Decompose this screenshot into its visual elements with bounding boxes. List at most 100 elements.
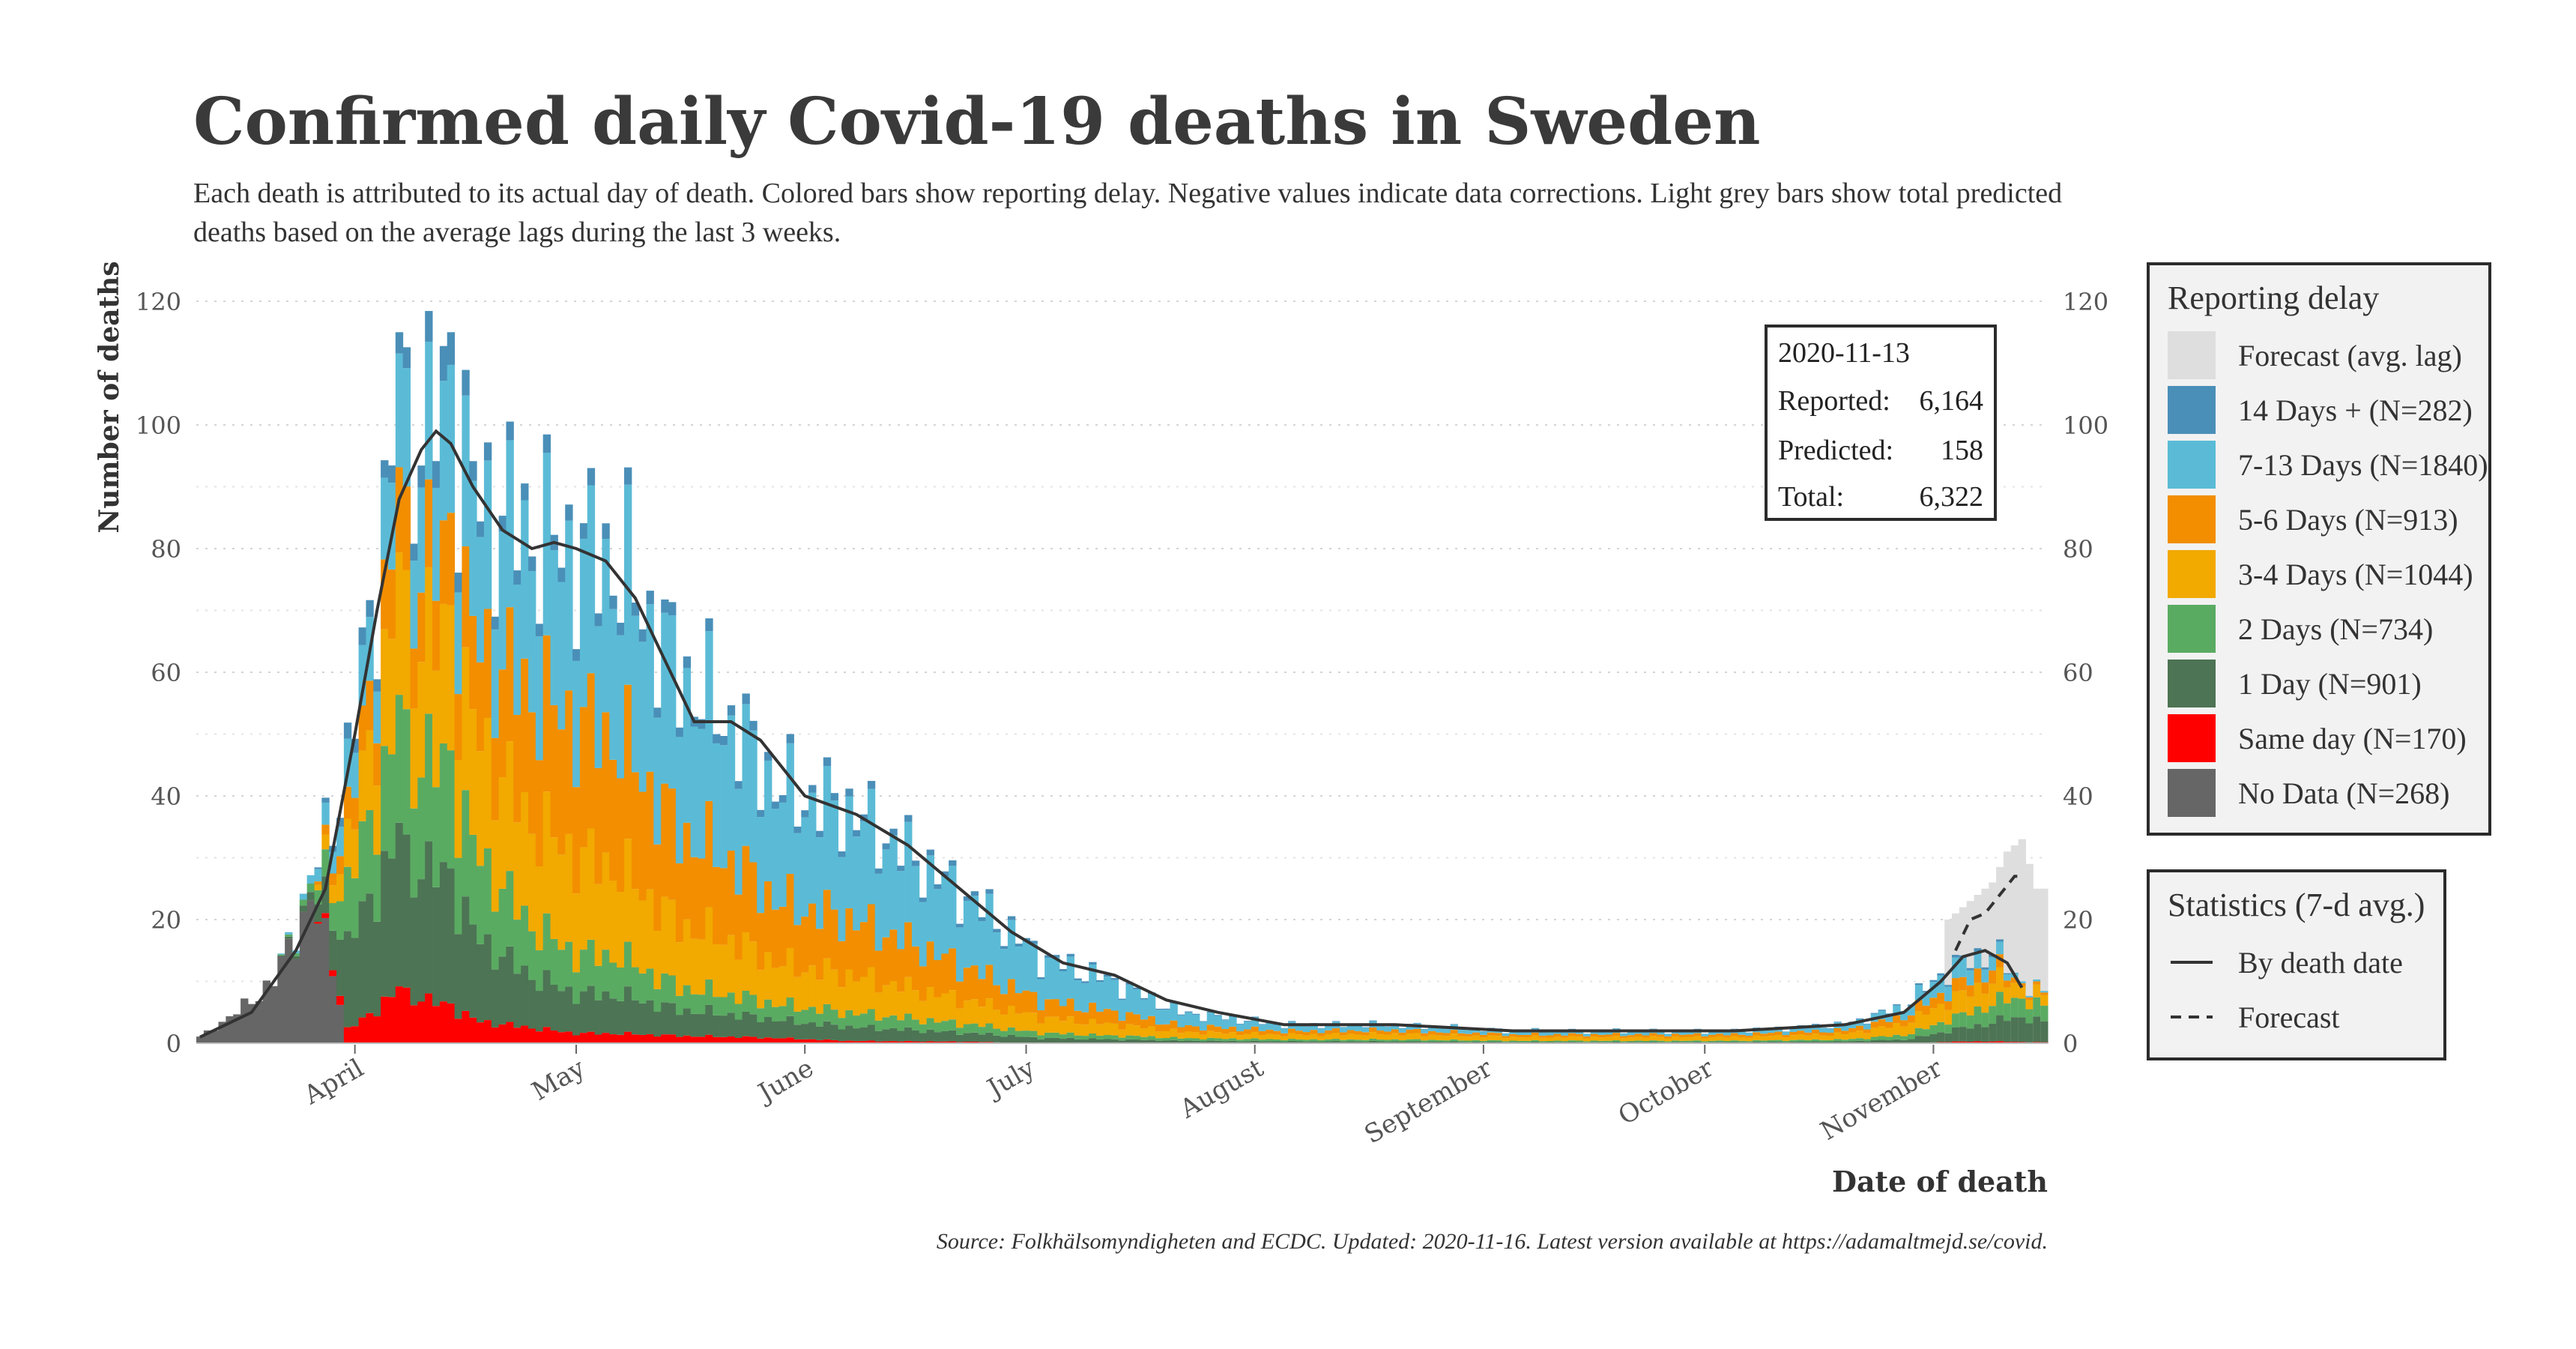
bar-segment-1-day [550, 984, 558, 1031]
bar-segment-14-days- [1981, 967, 1989, 970]
bar-segment-5-6-days [1605, 1034, 1613, 1037]
x-tick-label: June [752, 1053, 819, 1109]
bar-segment-14-days- [1612, 1028, 1621, 1029]
bar-segment-1-day [815, 1026, 824, 1040]
bar-segment-14-days- [1103, 974, 1112, 977]
bar-segment-7-13-days [690, 726, 698, 857]
bar-segment-3-4-days [1096, 1024, 1104, 1036]
bar-segment-5-6-days [1118, 1020, 1126, 1030]
bar-segment-14-days- [698, 719, 706, 729]
bar-segment-1-day [1981, 1027, 1989, 1042]
bar-segment-3-4-days [1878, 1026, 1886, 1036]
bar-segment-5-6-days [387, 569, 396, 639]
bar-segment-7-13-days [1885, 1014, 1893, 1022]
bar-segment-3-4-days [587, 828, 596, 940]
bar-segment-no-data [285, 938, 293, 1043]
bar-segment-2-days [661, 973, 669, 1003]
bar-segment-3-4-days [1118, 1029, 1126, 1038]
bar-segment-1-day [402, 834, 411, 988]
bar-segment-1-day [1243, 1041, 1252, 1043]
bar-segment-same-day [860, 1040, 868, 1043]
bar-segment-7-13-days [1383, 1027, 1392, 1032]
bar-segment-5-6-days [314, 881, 322, 885]
bar-segment-2-days [1214, 1038, 1222, 1041]
bar-segment-2-days [1582, 1041, 1591, 1042]
bar-segment-same-day [491, 1027, 500, 1043]
bar-segment-1-day [306, 892, 315, 901]
avg-lines [199, 429, 2024, 1039]
bar-segment-7-13-days [572, 660, 581, 788]
bar-segment-7-13-days [410, 561, 418, 649]
bar-segment-14-days- [867, 780, 876, 789]
bar-segment-1-day [690, 1013, 698, 1037]
bar-segment-2-days [1753, 1039, 1761, 1042]
bar-segment-3-4-days [1310, 1033, 1318, 1039]
bar-segment-5-6-days [985, 965, 994, 999]
bar-segment-5-6-days [955, 981, 964, 1009]
bar-segment-1-day [1229, 1040, 1237, 1043]
bar-segment-3-4-days [1708, 1036, 1717, 1041]
bar-segment-3-4-days [506, 741, 514, 872]
bar-segment-7-13-days [587, 485, 596, 674]
y-tick-label-right: 40 [2063, 782, 2093, 811]
bar-segment-1-day [1428, 1041, 1436, 1043]
bar-segment-5-6-days [808, 903, 817, 966]
bar-segment-3-4-days [955, 1008, 964, 1028]
bar-segment-1-day [432, 887, 441, 1007]
bar-segment-5-6-days [1760, 1033, 1768, 1036]
bar-segment-3-4-days [1590, 1036, 1598, 1041]
bar-segment-5-6-days [1406, 1029, 1414, 1034]
bar-segment-14-days- [1996, 939, 2004, 942]
bar-segment-2-days [579, 950, 588, 992]
bar-segment-2-days [646, 968, 654, 1001]
bar-segment-1-day [579, 991, 588, 1033]
bar-segment-5-6-days [653, 844, 662, 932]
bar-segment-7-13-days [1428, 1026, 1436, 1031]
bar-segment-14-days- [1914, 983, 1923, 986]
bar-segment-5-6-days [1096, 1011, 1104, 1024]
bar-segment-5-6-days [1538, 1035, 1547, 1038]
bar-segment-5-6-days [1678, 1034, 1687, 1037]
bar-segment-1-day [1878, 1039, 1886, 1043]
bar-segment-same-day [483, 1020, 492, 1043]
bar-segment-5-6-days [1413, 1029, 1421, 1033]
bar-segment-same-day [321, 913, 330, 918]
bar-segment-14-days- [1531, 1027, 1540, 1029]
bar-segment-5-6-days [897, 949, 905, 992]
bar-segment-2-days [417, 777, 426, 880]
bar-segment-5-6-days [757, 913, 765, 971]
bar-segment-3-4-days [1015, 1013, 1024, 1031]
bar-segment-3-4-days [1051, 1016, 1060, 1033]
bar-segment-5-6-days [1856, 1025, 1864, 1031]
bar-segment-2-days [889, 1015, 898, 1028]
bar-segment-7-13-days [336, 827, 345, 857]
bar-segment-1-day [801, 1024, 809, 1039]
bar-segment-same-day [757, 1038, 765, 1043]
bar-segment-1-day [1870, 1039, 1879, 1043]
bar-segment-2-days [1155, 1038, 1164, 1041]
bar-segment-14-days- [661, 599, 669, 613]
bar-segment-1-day [491, 969, 500, 1027]
bar-segment-7-13-days [1952, 957, 1960, 979]
bar-segment-3-4-days [1789, 1035, 1798, 1040]
bar-segment-5-6-days [1243, 1029, 1252, 1034]
bar-segment-2-days [1185, 1038, 1193, 1041]
y-tick-label: 80 [151, 535, 181, 564]
bar-segment-3-4-days [1944, 1010, 1953, 1025]
bar-segment-same-day [749, 1036, 758, 1043]
bar-segment-2-days [1243, 1039, 1252, 1042]
bar-segment-1-day [1325, 1041, 1333, 1043]
bar-segment-7-13-days [579, 538, 588, 707]
bar-segment-3-4-days [1848, 1032, 1857, 1039]
bar-segment-7-13-days [1133, 989, 1141, 1015]
bar-segment-2-days [970, 1023, 979, 1033]
bar-segment-2-days [1782, 1040, 1790, 1042]
y-tick-label-right: 80 [2063, 535, 2093, 564]
bar-segment-7-13-days [1989, 957, 1997, 971]
bar-segment-2-days [314, 890, 322, 905]
bar-segment-2-days [1914, 1027, 1923, 1036]
bar-segment-same-day [432, 1006, 441, 1043]
legend-label: 5-6 Days (N=913) [2238, 502, 2458, 537]
bar-segment-2-days [1266, 1039, 1274, 1042]
bar-segment-2-days [1103, 1035, 1112, 1039]
